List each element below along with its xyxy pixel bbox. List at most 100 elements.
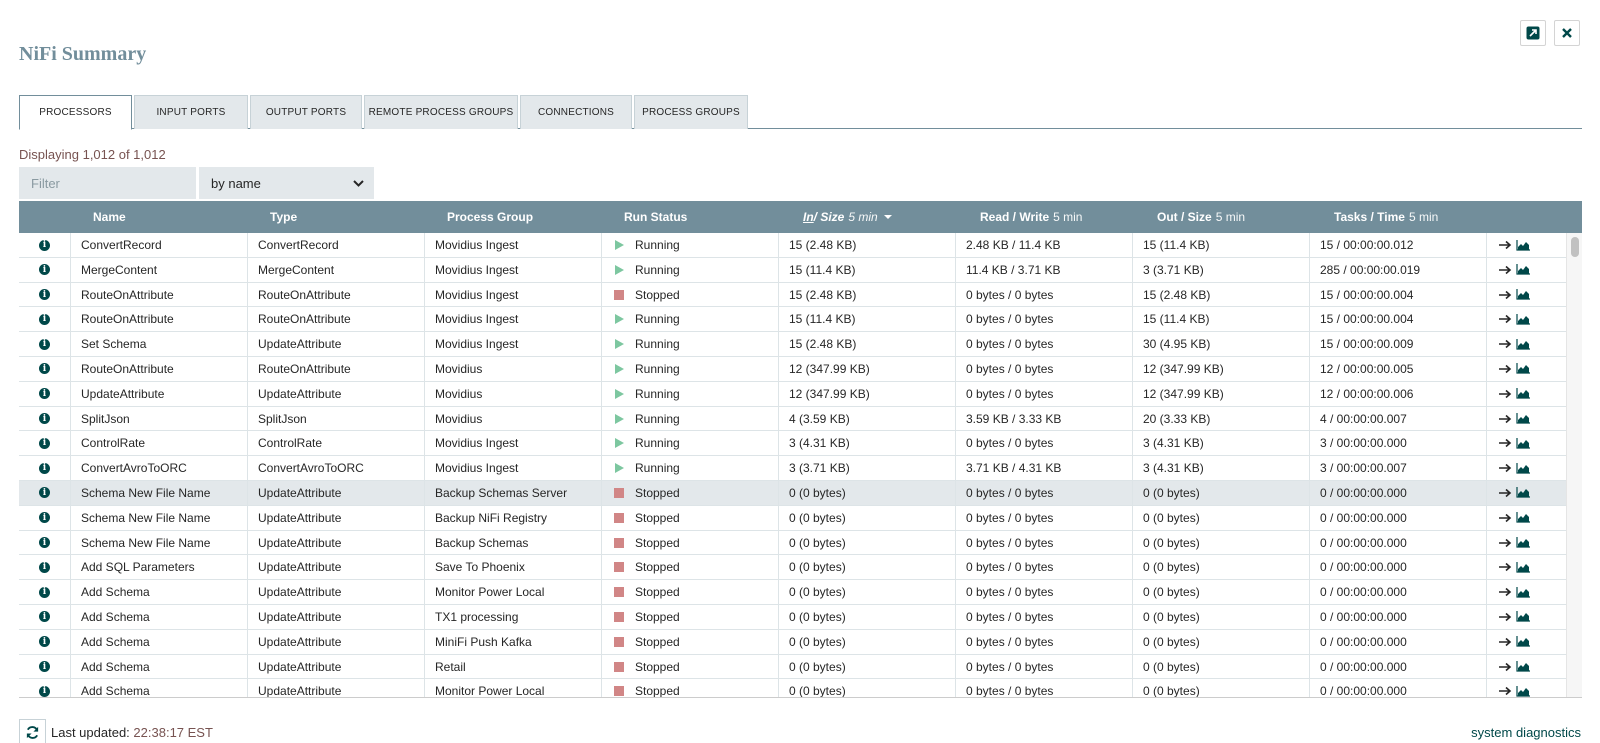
popout-button[interactable] <box>1520 20 1546 46</box>
tab-output-ports[interactable]: OUTPUT PORTS <box>250 95 362 129</box>
system-diagnostics-link[interactable]: system diagnostics <box>1471 725 1581 740</box>
table-row[interactable]: i Add Schema UpdateAttribute TX1 process… <box>19 604 1566 630</box>
table-row[interactable]: i UpdateAttribute UpdateAttribute Movidi… <box>19 381 1566 407</box>
info-icon[interactable]: i <box>39 313 50 325</box>
status-history-chart-icon[interactable] <box>1516 338 1530 350</box>
table-row[interactable]: i Set Schema UpdateAttribute Movidius In… <box>19 332 1566 357</box>
col-name[interactable]: Name <box>93 210 126 224</box>
tab-processors[interactable]: PROCESSORS <box>19 95 132 130</box>
info-icon[interactable]: i <box>39 586 50 598</box>
info-icon[interactable]: i <box>39 537 50 549</box>
col-tasks-time[interactable]: Tasks / Time 5 min <box>1310 201 1487 233</box>
status-history-chart-icon[interactable] <box>1516 413 1530 424</box>
info-cell[interactable]: i <box>19 233 71 257</box>
refresh-button[interactable] <box>19 719 46 743</box>
tab-remote-process-groups[interactable]: REMOTE PROCESS GROUPS <box>364 95 518 129</box>
go-to-arrow-icon[interactable] <box>1499 562 1512 572</box>
info-cell[interactable]: i <box>19 505 71 530</box>
vertical-scrollbar[interactable] <box>1566 233 1582 697</box>
col-type[interactable]: Type <box>270 210 298 224</box>
status-history-chart-icon[interactable] <box>1516 289 1530 300</box>
table-row[interactable]: i Add Schema UpdateAttribute Monitor Pow… <box>19 679 1566 697</box>
status-history-chart-icon[interactable] <box>1516 537 1530 548</box>
info-icon[interactable]: i <box>39 239 50 251</box>
col-out-size[interactable]: Out / Size 5 min <box>1133 201 1310 233</box>
go-to-arrow-icon[interactable] <box>1499 488 1512 498</box>
info-cell[interactable]: i <box>19 530 71 555</box>
info-icon[interactable]: i <box>39 264 50 276</box>
table-row[interactable]: i Schema New File Name UpdateAttribute B… <box>19 480 1566 506</box>
status-history-chart-icon[interactable] <box>1516 388 1530 399</box>
info-icon[interactable]: i <box>39 289 50 301</box>
tab-input-ports[interactable]: INPUT PORTS <box>134 95 248 129</box>
table-row[interactable]: i RouteOnAttribute RouteOnAttribute Movi… <box>19 307 1566 333</box>
table-row[interactable]: i ControlRate ControlRate Movidius Inges… <box>19 431 1566 457</box>
info-icon[interactable]: i <box>39 338 50 350</box>
info-icon[interactable]: i <box>39 561 50 573</box>
col-in-size[interactable]: In / Size 5 min <box>779 201 956 233</box>
go-to-arrow-icon[interactable] <box>1499 414 1512 424</box>
table-row[interactable]: i SplitJson SplitJson Movidius Running 4… <box>19 406 1566 432</box>
info-cell[interactable]: i <box>19 381 71 406</box>
info-cell[interactable]: i <box>19 555 71 580</box>
tab-process-groups[interactable]: PROCESS GROUPS <box>634 95 748 129</box>
info-cell[interactable]: i <box>19 332 71 357</box>
go-to-arrow-icon[interactable] <box>1499 686 1512 696</box>
info-cell[interactable]: i <box>19 307 71 332</box>
info-icon[interactable]: i <box>39 512 50 524</box>
table-row[interactable]: i Add Schema UpdateAttribute MiniFi Push… <box>19 629 1566 655</box>
status-history-chart-icon[interactable] <box>1516 561 1530 573</box>
info-cell[interactable]: i <box>19 431 71 456</box>
table-row[interactable]: i RouteOnAttribute RouteOnAttribute Movi… <box>19 282 1566 308</box>
scrollbar-thumb[interactable] <box>1571 237 1579 257</box>
info-icon[interactable]: i <box>39 487 50 499</box>
go-to-arrow-icon[interactable] <box>1499 314 1512 324</box>
filter-type-select[interactable]: by name <box>199 167 374 199</box>
info-cell[interactable]: i <box>19 580 71 605</box>
go-to-arrow-icon[interactable] <box>1499 389 1512 399</box>
status-history-chart-icon[interactable] <box>1516 313 1530 325</box>
go-to-arrow-icon[interactable] <box>1499 538 1512 548</box>
table-row[interactable]: i Add Schema UpdateAttribute Retail Stop… <box>19 654 1566 680</box>
go-to-arrow-icon[interactable] <box>1499 438 1512 448</box>
go-to-arrow-icon[interactable] <box>1499 364 1512 374</box>
status-history-chart-icon[interactable] <box>1516 685 1530 697</box>
info-cell[interactable]: i <box>19 604 71 629</box>
status-history-chart-icon[interactable] <box>1516 512 1530 523</box>
status-history-chart-icon[interactable] <box>1516 487 1530 499</box>
go-to-arrow-icon[interactable] <box>1499 513 1512 523</box>
table-row[interactable]: i Add Schema UpdateAttribute Monitor Pow… <box>19 580 1566 605</box>
table-row[interactable]: i ConvertAvroToORC ConvertAvroToORC Movi… <box>19 456 1566 481</box>
go-to-arrow-icon[interactable] <box>1499 265 1512 275</box>
go-to-arrow-icon[interactable] <box>1499 463 1512 473</box>
info-icon[interactable]: i <box>39 636 50 648</box>
col-run-status[interactable]: Run Status <box>624 210 688 224</box>
info-cell[interactable]: i <box>19 406 71 431</box>
status-history-chart-icon[interactable] <box>1516 363 1530 375</box>
status-history-chart-icon[interactable] <box>1516 586 1530 598</box>
filter-input[interactable]: Filter <box>19 167 196 199</box>
go-to-arrow-icon[interactable] <box>1499 637 1512 647</box>
go-to-arrow-icon[interactable] <box>1499 339 1512 349</box>
info-icon[interactable]: i <box>39 437 50 449</box>
table-row[interactable]: i MergeContent MergeContent Movidius Ing… <box>19 257 1566 283</box>
col-process-group[interactable]: Process Group <box>447 210 534 224</box>
go-to-arrow-icon[interactable] <box>1499 290 1512 300</box>
info-cell[interactable]: i <box>19 257 71 282</box>
close-button[interactable] <box>1554 20 1580 46</box>
table-row[interactable]: i Schema New File Name UpdateAttribute B… <box>19 505 1566 531</box>
info-cell[interactable]: i <box>19 679 71 697</box>
status-history-chart-icon[interactable] <box>1516 264 1530 275</box>
info-icon[interactable]: i <box>39 661 50 673</box>
table-row[interactable]: i ConvertRecord ConvertRecord Movidius I… <box>19 233 1566 258</box>
info-icon[interactable]: i <box>39 363 50 375</box>
info-cell[interactable]: i <box>19 629 71 654</box>
info-icon[interactable]: i <box>39 413 50 425</box>
go-to-arrow-icon[interactable] <box>1499 612 1512 622</box>
table-row[interactable]: i Add SQL Parameters UpdateAttribute Sav… <box>19 555 1566 581</box>
status-history-chart-icon[interactable] <box>1516 239 1530 251</box>
info-icon[interactable]: i <box>39 388 50 400</box>
status-history-chart-icon[interactable] <box>1516 462 1530 474</box>
status-history-chart-icon[interactable] <box>1516 636 1530 647</box>
go-to-arrow-icon[interactable] <box>1499 587 1512 597</box>
